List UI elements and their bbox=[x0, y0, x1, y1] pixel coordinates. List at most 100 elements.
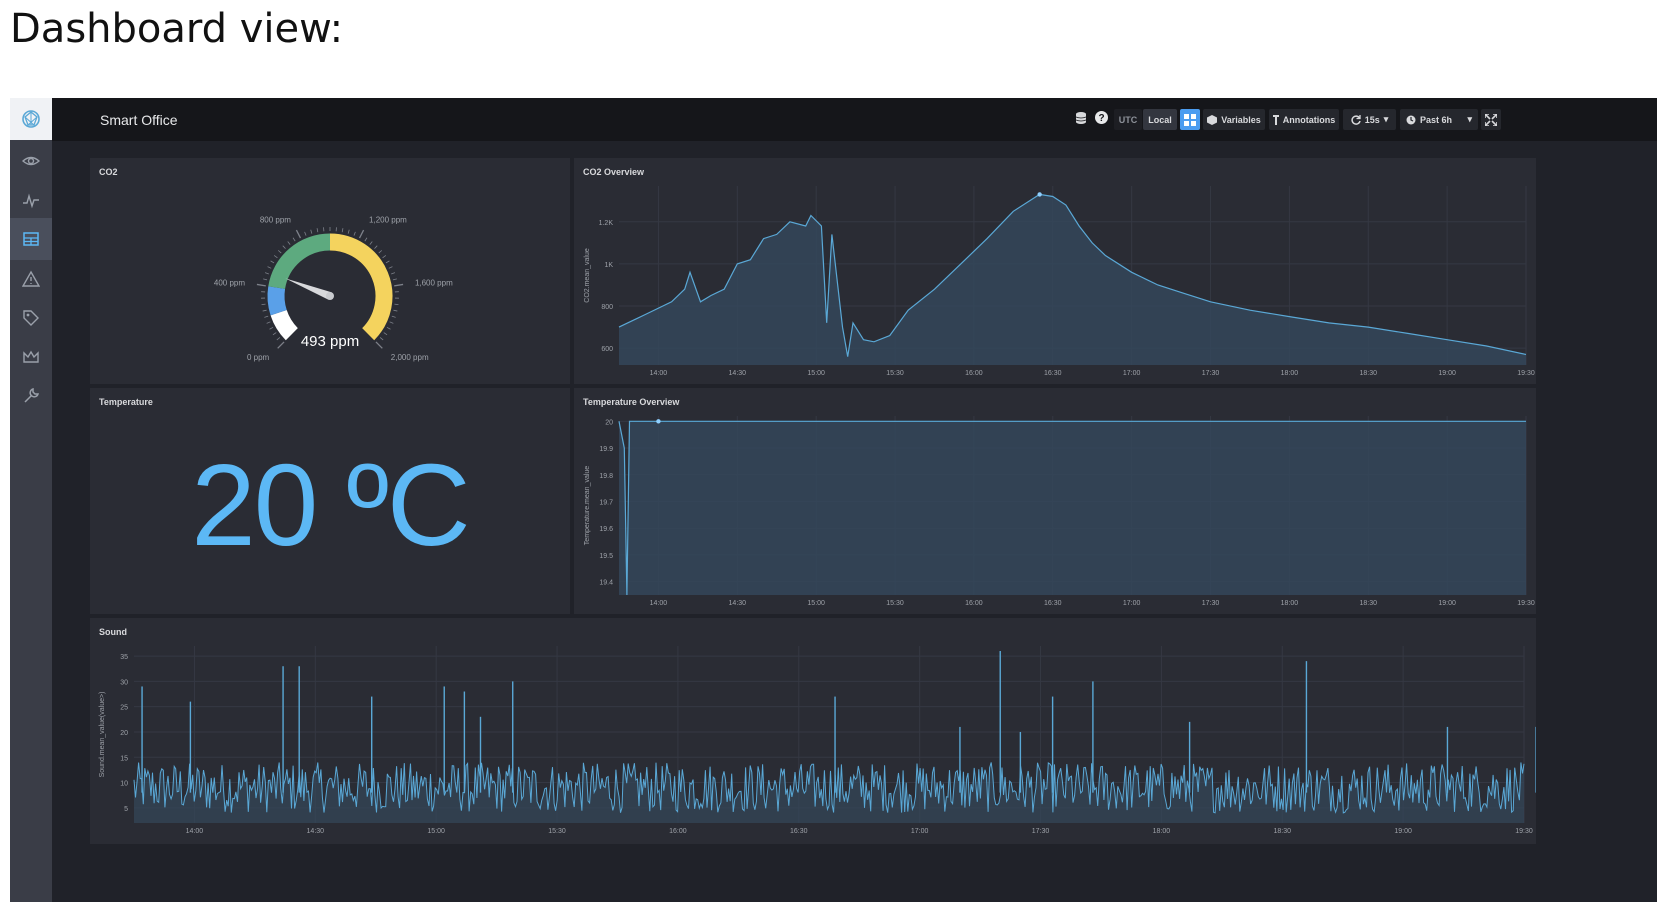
temperature-panel: Temperature 20 ºC bbox=[90, 388, 570, 614]
x-tick-label: 15:00 bbox=[807, 370, 825, 377]
series-line bbox=[133, 761, 1525, 814]
gauge-tick bbox=[358, 229, 365, 239]
sound-panel-title: Sound bbox=[99, 627, 127, 637]
gauge-tick bbox=[264, 315, 269, 318]
x-tick-label: 19:00 bbox=[1394, 828, 1412, 835]
gauge-tick bbox=[392, 278, 397, 281]
gauge-band bbox=[268, 233, 331, 290]
gauge-tick bbox=[394, 303, 399, 306]
annotations-label: Annotations bbox=[1282, 114, 1336, 125]
y-tick-label: 20 bbox=[605, 419, 613, 426]
x-tick-label: 18:30 bbox=[1273, 828, 1291, 835]
gauge-tick bbox=[270, 260, 275, 264]
page-caption: Dashboard view: bbox=[10, 6, 344, 52]
gauge-tick-label: 400 ppm bbox=[214, 279, 245, 288]
gauge-tick bbox=[364, 237, 368, 242]
dashboard-app: Smart Office ? UTC Local Variables Annot… bbox=[10, 98, 1657, 902]
influx-logo-icon[interactable] bbox=[10, 98, 52, 140]
series-area bbox=[619, 421, 1526, 595]
gauge-tick bbox=[261, 303, 266, 306]
pulse-icon[interactable] bbox=[10, 179, 52, 221]
x-tick-label: 14:00 bbox=[650, 600, 668, 607]
x-tick-label: 18:00 bbox=[1281, 600, 1299, 607]
x-tick-label: 15:30 bbox=[886, 600, 904, 607]
x-tick-label: 18:30 bbox=[1359, 600, 1377, 607]
temperature-overview-title: Temperature Overview bbox=[583, 397, 680, 407]
help-icon[interactable]: ? bbox=[1094, 110, 1109, 130]
annotations-button[interactable]: Annotations bbox=[1269, 109, 1339, 130]
chevron-down-icon: ▾ bbox=[1383, 114, 1389, 124]
y-tick-label: 1K bbox=[604, 262, 613, 269]
gauge-tick-label: 0 ppm bbox=[247, 353, 270, 362]
alert-icon[interactable] bbox=[10, 258, 52, 300]
gauge-tick bbox=[276, 337, 281, 341]
y-tick-label: 30 bbox=[120, 679, 128, 686]
y-tick-label: 19.7 bbox=[599, 499, 613, 506]
y-tick-label: 25 bbox=[120, 705, 128, 712]
y-axis-label: Sound.mean_value(value>) bbox=[99, 692, 106, 778]
gauge-tick bbox=[263, 278, 268, 281]
co2-overview-chart: 14:00 14:30 15:00 15:30 16:00 16:30 17:00 17:30… bbox=[584, 186, 1535, 377]
utc-toggle[interactable]: UTC bbox=[1114, 109, 1142, 130]
gauge-tick bbox=[267, 266, 272, 269]
x-tick-label: 17:30 bbox=[1202, 370, 1220, 377]
hover-point bbox=[656, 419, 661, 424]
x-tick-label: 16:30 bbox=[1044, 600, 1062, 607]
gauge-tick bbox=[310, 229, 313, 234]
gauge-band bbox=[267, 286, 287, 316]
timerange-dropdown[interactable]: Past 6h ▾ bbox=[1400, 109, 1478, 130]
x-tick-label: 17:00 bbox=[911, 828, 929, 835]
gauge-tick bbox=[391, 315, 396, 318]
wrench-icon[interactable] bbox=[10, 375, 52, 417]
gauge-band bbox=[329, 233, 393, 341]
x-tick-label: 14:30 bbox=[729, 600, 747, 607]
y-tick-label: 5 bbox=[124, 806, 128, 813]
refresh-icon bbox=[1351, 114, 1361, 125]
x-tick-label: 15:30 bbox=[886, 370, 904, 377]
gauge-tick bbox=[282, 245, 286, 249]
gauge-tick bbox=[394, 283, 404, 287]
x-tick-label: 15:30 bbox=[548, 828, 566, 835]
series-line bbox=[618, 420, 1526, 596]
gauge-tick bbox=[378, 250, 383, 254]
x-tick-label: 14:30 bbox=[729, 370, 747, 377]
y-tick-label: 35 bbox=[120, 654, 128, 661]
x-tick-label: 16:00 bbox=[965, 370, 983, 377]
sidebar bbox=[10, 98, 52, 902]
autorefresh-dropdown[interactable]: 15s ▾ bbox=[1343, 109, 1396, 130]
gauge-tick bbox=[347, 229, 350, 234]
y-tick-label: 10 bbox=[120, 781, 128, 788]
gauge-tick bbox=[369, 241, 373, 245]
grid-icon bbox=[1184, 113, 1196, 126]
chevron-down-icon: ▾ bbox=[1467, 114, 1472, 124]
x-tick-label: 16:00 bbox=[965, 600, 983, 607]
gauge-tick bbox=[304, 231, 307, 236]
dashboard-title: Smart Office bbox=[100, 112, 178, 128]
gauge-tick bbox=[391, 272, 396, 275]
tag-icon[interactable] bbox=[10, 297, 52, 339]
gauge-tick bbox=[375, 341, 383, 349]
dashboard-toggle-button[interactable] bbox=[1180, 109, 1200, 130]
database-icon[interactable] bbox=[1075, 111, 1087, 130]
expand-icon bbox=[1485, 113, 1497, 126]
presentation-mode-button[interactable] bbox=[1481, 109, 1501, 130]
variables-button[interactable]: Variables bbox=[1203, 109, 1265, 130]
gauge-tick bbox=[341, 228, 344, 233]
crown-icon[interactable] bbox=[10, 336, 52, 378]
x-tick-label: 18:30 bbox=[1359, 370, 1377, 377]
timerange-label: Past 6h bbox=[1420, 114, 1453, 125]
co2-overview-panel: CO2 Overview 14:00 14:30 15:00 15:30 16:00 16… bbox=[574, 158, 1536, 384]
local-toggle[interactable]: Local bbox=[1143, 109, 1177, 130]
gauge-tick bbox=[353, 231, 356, 236]
dashboard-icon[interactable] bbox=[10, 218, 52, 260]
gauge-tick bbox=[266, 321, 271, 324]
hover-point bbox=[1037, 192, 1042, 197]
x-tick-label: 19:30 bbox=[1515, 828, 1533, 835]
x-tick-label: 17:30 bbox=[1032, 828, 1050, 835]
eye-icon[interactable] bbox=[10, 140, 52, 182]
y-tick-label: 20 bbox=[120, 730, 128, 737]
gauge-tick bbox=[256, 283, 266, 287]
gauge-tick bbox=[264, 272, 269, 275]
gauge-tick bbox=[277, 250, 282, 254]
sound-panel: Sound 14:00 14:30 15:00 15:30 16:00 16:30 17:0… bbox=[90, 618, 1536, 844]
